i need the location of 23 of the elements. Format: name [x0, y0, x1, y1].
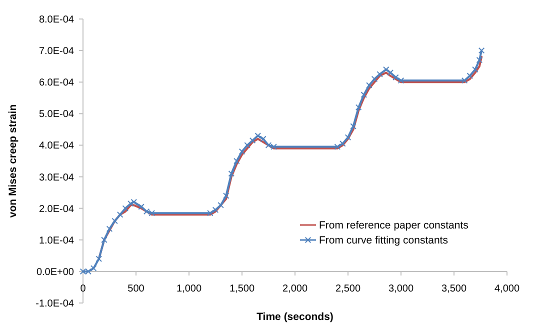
y-tick-label: 8.0E-04 [38, 14, 74, 26]
x-tick-label: 0 [80, 283, 86, 294]
y-tick-label: -1.0E-04 [36, 298, 74, 310]
y-tick-label: 6.0E-04 [38, 78, 74, 89]
x-tick-label: 2,000 [282, 283, 308, 294]
legend-label: From reference paper constants [319, 220, 468, 232]
x-tick-label: 3,000 [388, 283, 414, 294]
x-tick-label: 4,000 [494, 283, 520, 294]
x-axis-title: Time (seconds) [256, 311, 334, 323]
legend-label: From curve fitting constants [319, 234, 448, 247]
y-tick-label: 5.0E-04 [38, 109, 74, 120]
y-axis-title: von Mises creep strain [7, 104, 19, 218]
x-tick-label: 500 [128, 283, 145, 294]
y-tick-label: 3.0E-04 [38, 172, 74, 184]
y-tick-label: 1.0E-04 [38, 235, 74, 246]
y-tick-label: 0.0E+00 [36, 266, 74, 278]
x-tick-label: 1,000 [176, 283, 202, 294]
x-tick-label: 3,500 [441, 283, 467, 294]
x-tick-label: 1,500 [229, 283, 255, 294]
x-tick-label: 2,500 [335, 283, 361, 294]
y-tick-label: 4.0E-04 [38, 140, 74, 152]
y-tick-label: 2.0E-04 [38, 204, 74, 215]
y-tick-label: 7.0E-04 [38, 46, 74, 58]
